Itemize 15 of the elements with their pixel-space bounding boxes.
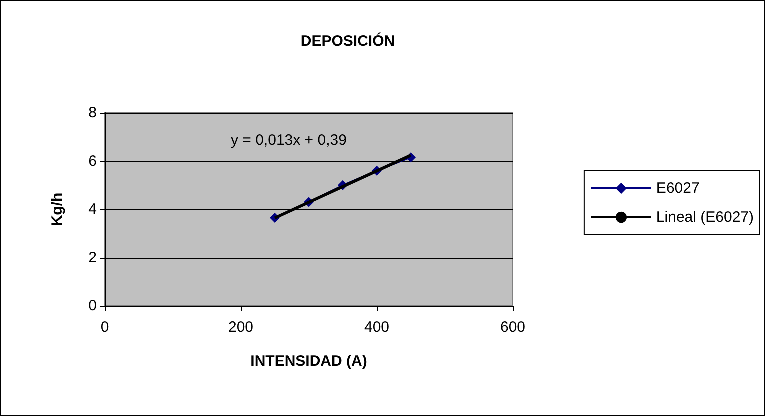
- y-tick-label: 4: [88, 201, 97, 218]
- y-tick-label: 6: [88, 152, 97, 170]
- y-tick-label: 0: [88, 298, 97, 314]
- x-tick-label: 600: [500, 319, 526, 336]
- x-tick-label: 200: [228, 319, 254, 336]
- legend-label: Lineal (E6027): [656, 209, 754, 226]
- x-tick-label: 0: [100, 319, 110, 336]
- y-tick-label: 2: [88, 249, 97, 266]
- x-tick-label: 400: [364, 319, 390, 336]
- annotation: y = 0,013x + 0,39: [231, 132, 347, 149]
- chart-title: DEPOSICIÓN: [300, 32, 396, 50]
- y-tick-label: 8: [88, 104, 97, 122]
- x-axis-title: INTENSIDAD (A): [250, 353, 368, 370]
- y-axis-title: Kg/h: [49, 192, 66, 226]
- legend-label: E6027: [656, 180, 700, 197]
